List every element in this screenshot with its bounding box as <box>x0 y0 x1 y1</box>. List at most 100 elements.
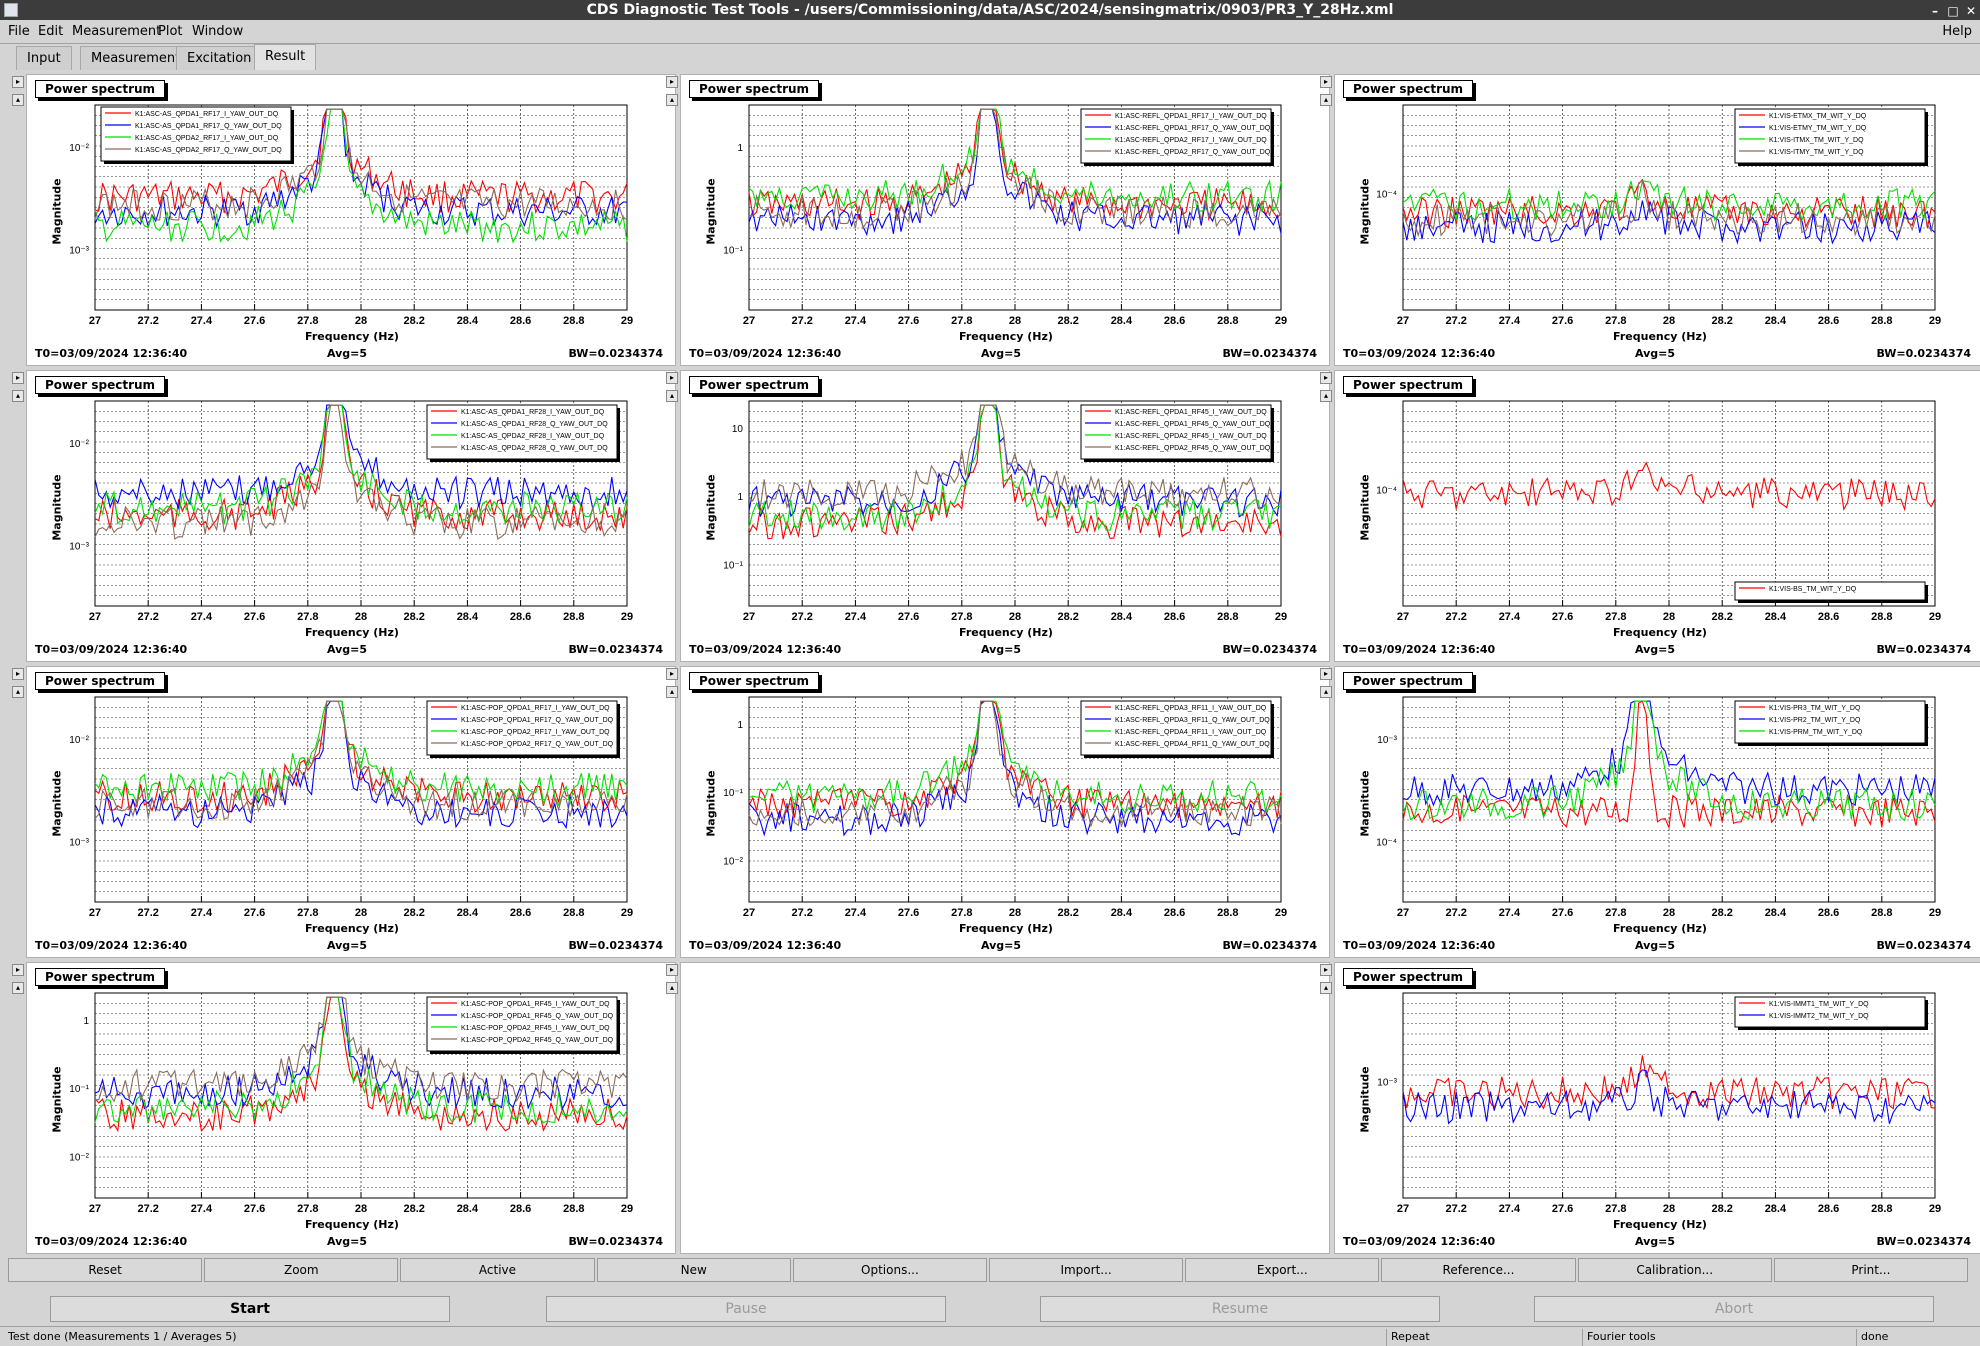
panel-collapse-icon[interactable]: ▴ <box>666 390 678 402</box>
trace-line <box>748 108 1282 230</box>
toolbar-button-reset[interactable]: Reset <box>8 1258 203 1282</box>
spectrum-plot[interactable]: 27 27.2 27.4 27.6 27.8 28 28.2 28.4 28.6 28.8 29 10… <box>681 371 1331 663</box>
toolbar-button-zoom[interactable]: Zoom <box>204 1258 399 1282</box>
toolbar-button-export[interactable]: Export... <box>1185 1258 1380 1282</box>
x-axis-label: Frequency (Hz) <box>959 330 1053 343</box>
x-tick-label: 28.2 <box>1057 611 1078 623</box>
x-tick-label: 28 <box>1009 315 1021 327</box>
y-axis-label: Magnitude <box>704 770 718 837</box>
legend-entry: K1:VIS-IMMT1_TM_WIT_Y_DQ <box>1769 1001 1869 1008</box>
panel-bw: BW=0.0234374 <box>1876 347 1971 360</box>
x-tick-label: 27 <box>743 315 755 327</box>
panel-expand-icon[interactable]: ▸ <box>666 372 678 384</box>
spectrum-plot[interactable]: 27 27.2 27.4 27.6 27.8 28 28.2 28.4 28.6 28.8 29 10… <box>1335 667 1980 959</box>
panel-collapse-icon[interactable]: ▴ <box>12 982 24 994</box>
menu-edit[interactable]: Edit <box>38 24 64 39</box>
plot-panel-2[interactable]: Power spectrum 27 27.2 27.4 27.6 27.8 28 28.2 28… <box>680 74 1330 366</box>
toolbar-button-options[interactable]: Options... <box>792 1258 987 1282</box>
toolbar-button-import[interactable]: Import... <box>989 1258 1184 1282</box>
panel-collapse-icon[interactable]: ▴ <box>12 390 24 402</box>
panel-collapse-icon[interactable]: ▴ <box>666 686 678 698</box>
spectrum-plot[interactable]: 27 27.2 27.4 27.6 27.8 28 28.2 28.4 28.6 28.8 29 10… <box>27 371 677 663</box>
menu-plot[interactable]: Plot <box>158 24 183 39</box>
spectrum-plot[interactable]: 27 27.2 27.4 27.6 27.8 28 28.2 28.4 28.6 28.8 29 1 1… <box>27 963 677 1255</box>
plot-panel-6[interactable]: Power spectrum 27 27.2 27.4 27.6 27.8 28 28.2 28… <box>1334 370 1980 662</box>
toolbar-button-new[interactable]: New <box>596 1258 791 1282</box>
spectrum-plot[interactable]: 27 27.2 27.4 27.6 27.8 28 28.2 28.4 28.6 28.8 29 1 1… <box>681 75 1331 367</box>
panel-collapse-icon[interactable]: ▴ <box>666 982 678 994</box>
spectrum-plot[interactable]: 27 27.2 27.4 27.6 27.8 28 28.2 28.4 28.6 28.8 29 10… <box>1335 371 1980 663</box>
window-titlebar: CDS Diagnostic Test Tools - /users/Commi… <box>0 0 1980 20</box>
panel-expand-icon[interactable]: ▸ <box>1320 668 1332 680</box>
plot-panel-7[interactable]: Power spectrum 27 27.2 27.4 27.6 27.8 28 28.2 28… <box>26 666 676 958</box>
plot-panel-11[interactable] <box>680 962 1330 1254</box>
x-tick-label: 28.8 <box>563 611 584 623</box>
panel-expand-icon[interactable]: ▸ <box>12 668 24 680</box>
panel-expand-icon[interactable]: ▸ <box>1320 76 1332 88</box>
status-message: Test done (Measurements 1 / Averages 5) <box>8 1330 237 1343</box>
tab-result[interactable]: Result <box>254 44 317 70</box>
y-axis-label: Magnitude <box>704 178 718 245</box>
panel-expand-icon[interactable]: ▸ <box>666 964 678 976</box>
abort-button[interactable]: Abort <box>1534 1296 1934 1322</box>
pause-button[interactable]: Pause <box>546 1296 946 1322</box>
panel-expand-icon[interactable]: ▸ <box>12 964 24 976</box>
plot-panel-10[interactable]: Power spectrum 27 27.2 27.4 27.6 27.8 28 28.2 28… <box>26 962 676 1254</box>
x-tick-label: 27.8 <box>951 907 972 919</box>
panel-bw: BW=0.0234374 <box>1876 1235 1971 1248</box>
plot-panel-3[interactable]: Power spectrum 27 27.2 27.4 27.6 27.8 28 28.2 28… <box>1334 74 1980 366</box>
x-tick-label: 28 <box>1663 907 1675 919</box>
panel-collapse-icon[interactable]: ▴ <box>666 94 678 106</box>
plot-panel-9[interactable]: Power spectrum 27 27.2 27.4 27.6 27.8 28 28.2 28… <box>1334 666 1980 958</box>
spectrum-plot[interactable]: 27 27.2 27.4 27.6 27.8 28 28.2 28.4 28.6 28.8 29 1 1… <box>681 667 1331 959</box>
legend-entry: K1:VIS-IMMT2_TM_WIT_Y_DQ <box>1769 1013 1869 1020</box>
menu-window[interactable]: Window <box>192 24 244 39</box>
panel-expand-icon[interactable]: ▸ <box>12 76 24 88</box>
menu-file[interactable]: File <box>8 24 30 39</box>
x-tick-label: 28.6 <box>1818 611 1839 623</box>
plot-panel-1[interactable]: Power spectrum 27 27.2 27.4 27.6 27.8 28 28.2 28… <box>26 74 676 366</box>
tab-measurement[interactable]: Measurement <box>80 46 192 70</box>
tab-input[interactable]: Input <box>16 46 72 70</box>
panel-expand-icon[interactable]: ▸ <box>1320 372 1332 384</box>
legend-entry: K1:VIS-ETMY_TM_WIT_Y_DQ <box>1769 125 1867 132</box>
panel-collapse-icon[interactable]: ▴ <box>12 686 24 698</box>
panel-collapse-icon[interactable]: ▴ <box>1320 94 1332 106</box>
toolbar-button-reference[interactable]: Reference... <box>1381 1258 1576 1282</box>
toolbar-button-print[interactable]: Print... <box>1773 1258 1968 1282</box>
panel-collapse-icon[interactable]: ▴ <box>1320 982 1332 994</box>
menu-help[interactable]: Help <box>1942 24 1972 39</box>
y-tick-label: 1 <box>737 143 743 154</box>
panel-expand-icon[interactable]: ▸ <box>1320 964 1332 976</box>
x-tick-label: 27.2 <box>1445 611 1466 623</box>
panel-collapse-icon[interactable]: ▴ <box>1320 686 1332 698</box>
plot-panel-5[interactable]: Power spectrum 27 27.2 27.4 27.6 27.8 28 28.2 28… <box>680 370 1330 662</box>
maximize-icon[interactable]: □ <box>1947 4 1959 18</box>
resume-button[interactable]: Resume <box>1040 1296 1440 1322</box>
spectrum-plot[interactable]: 27 27.2 27.4 27.6 27.8 28 28.2 28.4 28.6 28.8 29 10… <box>27 75 677 367</box>
panel-collapse-icon[interactable]: ▴ <box>12 94 24 106</box>
legend-entry: K1:ASC-REFL_QPDA1_RF17_I_YAW_OUT_DQ <box>1115 113 1267 120</box>
spectrum-plot[interactable]: 27 27.2 27.4 27.6 27.8 28 28.2 28.4 28.6 28.8 29 10… <box>27 667 677 959</box>
spectrum-plot[interactable]: 27 27.2 27.4 27.6 27.8 28 28.2 28.4 28.6 28.8 29 10… <box>1335 75 1980 367</box>
spectrum-plot[interactable]: 27 27.2 27.4 27.6 27.8 28 28.2 28.4 28.6 28.8 29 10… <box>1335 963 1980 1255</box>
panel-collapse-icon[interactable]: ▴ <box>1320 390 1332 402</box>
close-icon[interactable]: ✕ <box>1965 4 1977 18</box>
toolbar-button-calibration[interactable]: Calibration... <box>1577 1258 1772 1282</box>
x-tick-label: 28.2 <box>403 315 424 327</box>
minimize-icon[interactable]: – <box>1932 4 1938 18</box>
x-tick-label: 28.6 <box>1818 907 1839 919</box>
tab-excitation[interactable]: Excitation <box>176 46 263 70</box>
panel-t0: T0=03/09/2024 12:36:40 <box>1343 643 1496 656</box>
menu-measurement[interactable]: Measurement <box>72 24 162 39</box>
panel-expand-icon[interactable]: ▸ <box>666 76 678 88</box>
trace-line <box>1402 1069 1936 1125</box>
panel-expand-icon[interactable]: ▸ <box>12 372 24 384</box>
x-tick-label: 27.4 <box>845 611 867 623</box>
plot-panel-12[interactable]: Power spectrum 27 27.2 27.4 27.6 27.8 28 28.2 28… <box>1334 962 1980 1254</box>
plot-panel-4[interactable]: Power spectrum 27 27.2 27.4 27.6 27.8 28 28.2 28… <box>26 370 676 662</box>
toolbar-button-active[interactable]: Active <box>400 1258 595 1282</box>
start-button[interactable]: Start <box>50 1296 450 1322</box>
panel-expand-icon[interactable]: ▸ <box>666 668 678 680</box>
plot-panel-8[interactable]: Power spectrum 27 27.2 27.4 27.6 27.8 28 28.2 28… <box>680 666 1330 958</box>
